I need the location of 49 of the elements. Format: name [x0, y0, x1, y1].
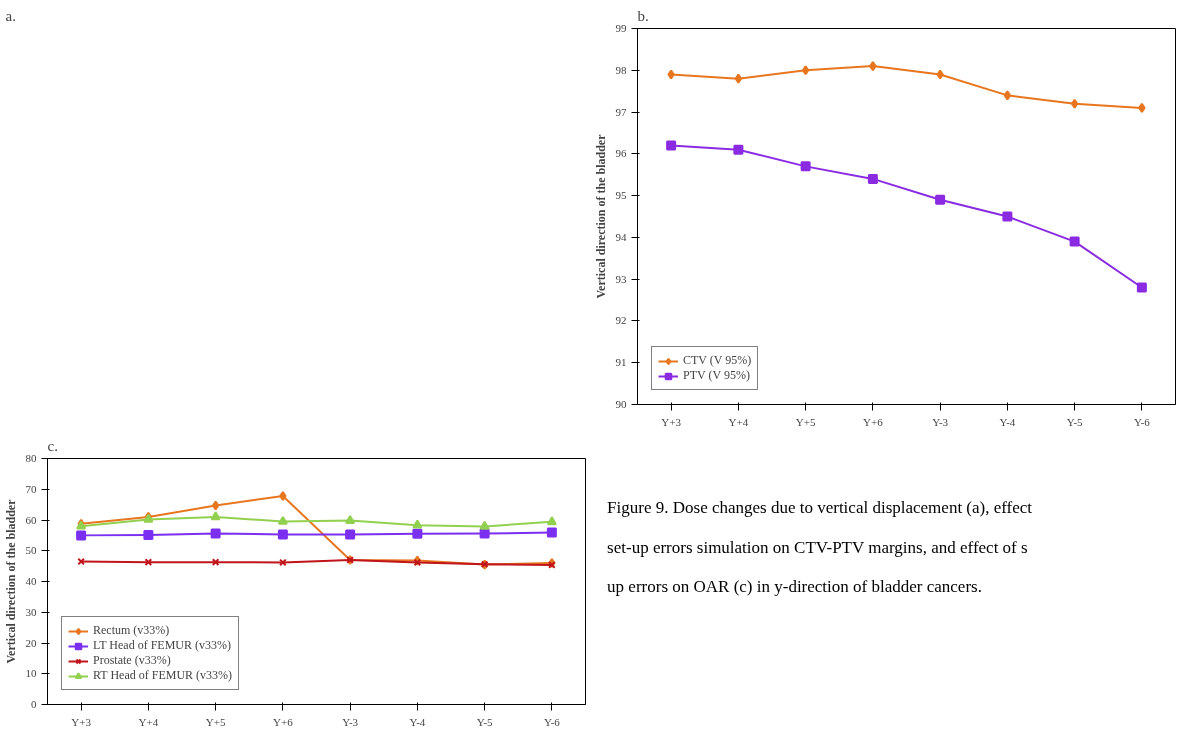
- x-tick-label: Y+3: [71, 715, 92, 728]
- x-tick-label: Y+3: [661, 415, 682, 428]
- legend-label: RT Head of FEMUR (v33%): [93, 668, 233, 683]
- y-tick-label: 90: [615, 398, 627, 410]
- y-tick-label: 95: [615, 189, 627, 202]
- chart-title: c.: [47, 437, 58, 454]
- text: up errors on OAR (c) in y-direction of bladder cancers.: [607, 576, 982, 596]
- x-tick-label: Y+6: [863, 415, 884, 428]
- caption: Figure 9. Dose changes due to vertical displacement (a), effect: [607, 498, 1033, 518]
- y-tick-label: 91: [615, 356, 627, 369]
- x-tick-label: Y+5: [205, 715, 226, 728]
- y-axis-title: Vertical direction of the bladder: [3, 498, 18, 664]
- x-tick-label: Y+5: [795, 415, 816, 428]
- y-tick-label: 94: [615, 230, 627, 243]
- text: a.: [5, 7, 16, 24]
- x-tick-label: Y-4: [999, 415, 1016, 428]
- x-tick-label: Y-3: [932, 415, 949, 428]
- y-tick-label: 0: [31, 698, 37, 710]
- x-tick-label: Y-5: [476, 715, 494, 728]
- y-tick-label: 97: [615, 105, 627, 118]
- y-tick-label: 20: [25, 636, 37, 649]
- y-tick-label: 30: [25, 605, 37, 618]
- x-tick-label: Y+6: [273, 715, 294, 728]
- y-tick-label: 99: [615, 22, 627, 34]
- x-tick-label: Y-6: [1133, 415, 1151, 428]
- y-tick-label: 40: [25, 575, 37, 587]
- y-tick-label: 80: [25, 452, 37, 464]
- y-tick-label: 10: [25, 667, 37, 680]
- y-tick-label: 92: [615, 314, 627, 327]
- x-tick-label: Y-4: [409, 715, 426, 728]
- legend-label: PTV (V 95%): [683, 368, 750, 383]
- y-tick-label: 93: [615, 272, 627, 285]
- y-tick-label: 98: [615, 63, 627, 76]
- chart-title: b.: [637, 7, 649, 24]
- x-tick-label: Y-6: [543, 715, 561, 728]
- y-tick-label: 60: [25, 513, 37, 526]
- x-tick-label: Y-5: [1066, 415, 1084, 428]
- legend-label: Rectum (v33%): [93, 623, 170, 638]
- legend-label: CTV (V 95%): [683, 353, 752, 368]
- y-tick-label: 70: [25, 482, 37, 495]
- x-tick-label: Y-3: [342, 715, 359, 728]
- y-tick-label: 50: [25, 544, 37, 557]
- x-tick-label: Y+4: [728, 415, 749, 428]
- y-tick-label: 96: [615, 147, 627, 160]
- legend-label: Prostate (v33%): [93, 653, 171, 668]
- x-tick-label: Y+4: [138, 715, 159, 728]
- legend-label: LT Head of FEMUR (v33%): [93, 638, 231, 653]
- text: set-up errors simulation on CTV-PTV margins, and effect of s: [607, 537, 1028, 557]
- y-axis-title: Vertical direction of the bladder: [593, 133, 608, 299]
